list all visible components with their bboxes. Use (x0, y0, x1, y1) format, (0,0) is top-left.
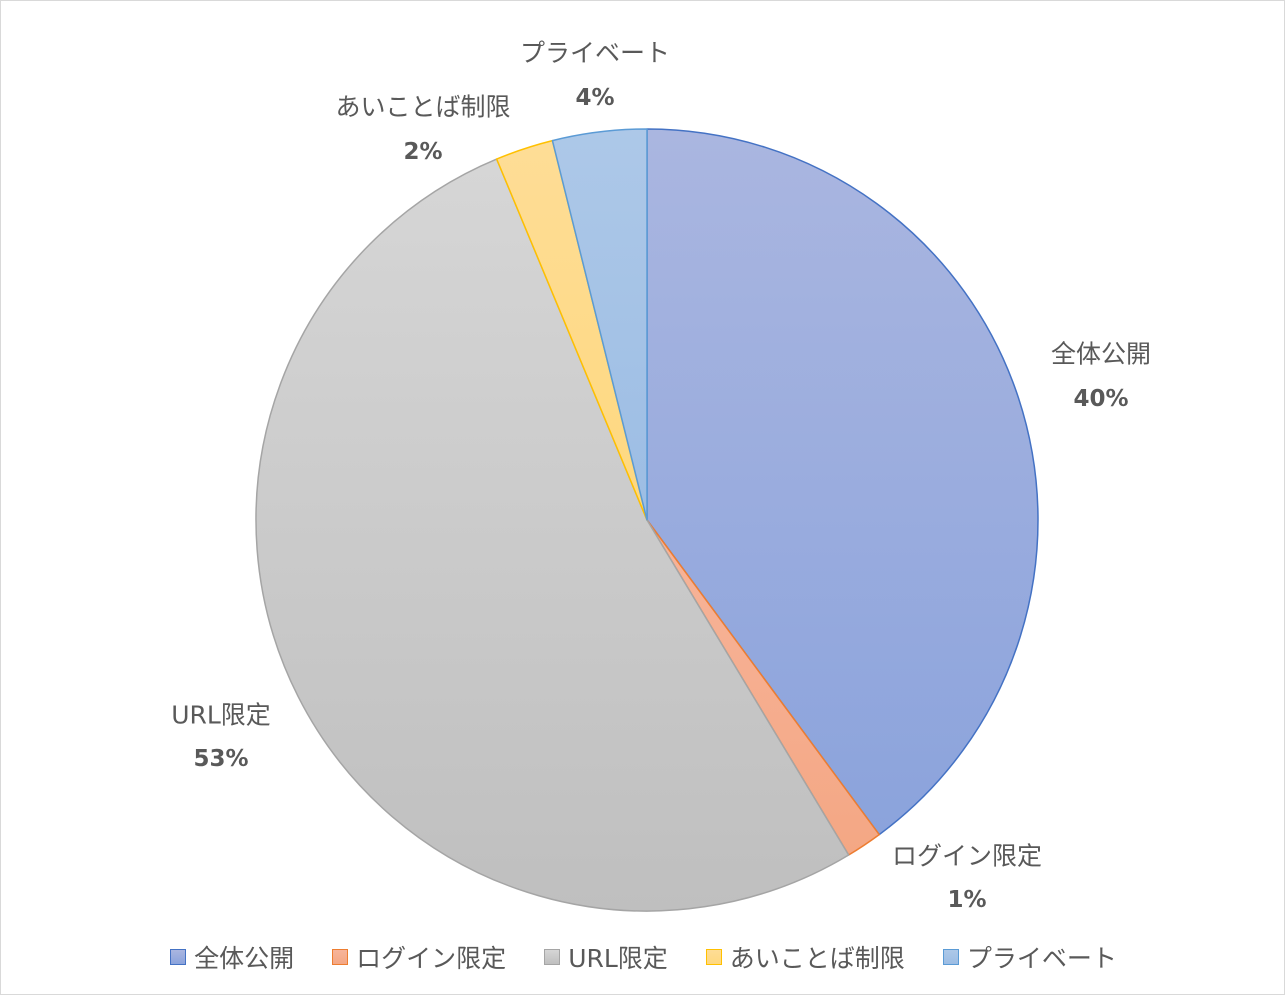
pie-slice (551, 128, 648, 521)
data-label-percent: 2% (403, 139, 442, 165)
data-label-category: プライベート (520, 39, 670, 68)
pie-chart: 全体公開 40% ログイン限定 1% URL限定 53% あいことば制限 2% プライベート 4% (171, 39, 1151, 914)
legend-swatch (332, 949, 349, 965)
legend-label: ログイン限定 (356, 944, 507, 973)
legend-swatch (942, 949, 959, 965)
legend-label: URL限定 (568, 944, 668, 973)
data-label-category: ログイン限定 (892, 842, 1042, 871)
data-label-category: あいことば制限 (335, 93, 510, 122)
legend-item: URL限定 (544, 939, 668, 975)
data-label-percent: 4% (575, 85, 614, 111)
pie-slice (255, 158, 850, 912)
legend-item: あいことば制限 (705, 939, 905, 975)
data-label-category: 全体公開 (1051, 340, 1151, 369)
legend-label: プライベート (966, 944, 1117, 973)
pie-slices (255, 128, 1039, 912)
data-label-percent: 40% (1073, 386, 1128, 412)
legend-swatch (705, 949, 722, 965)
legend-item: 全体公開 (170, 939, 294, 975)
data-label-category: URL限定 (171, 701, 271, 730)
legend-label: 全体公開 (194, 944, 295, 973)
legend-item: ログイン限定 (332, 939, 506, 975)
legend-item: プライベート (942, 939, 1117, 975)
pie-slice (646, 128, 1039, 836)
legend-label: あいことば制限 (729, 944, 905, 973)
data-label-percent: 1% (947, 887, 986, 913)
data-label-percent: 53% (193, 746, 248, 772)
legend-swatch (170, 949, 187, 965)
data-labels: 全体公開 40% ログイン限定 1% URL限定 53% あいことば制限 2% プライベート 4% (171, 39, 1151, 914)
legend: 全体公開 ログイン限定 URL限定 あいことば制限 プライベート (1, 937, 1285, 977)
legend-swatch (544, 949, 561, 965)
